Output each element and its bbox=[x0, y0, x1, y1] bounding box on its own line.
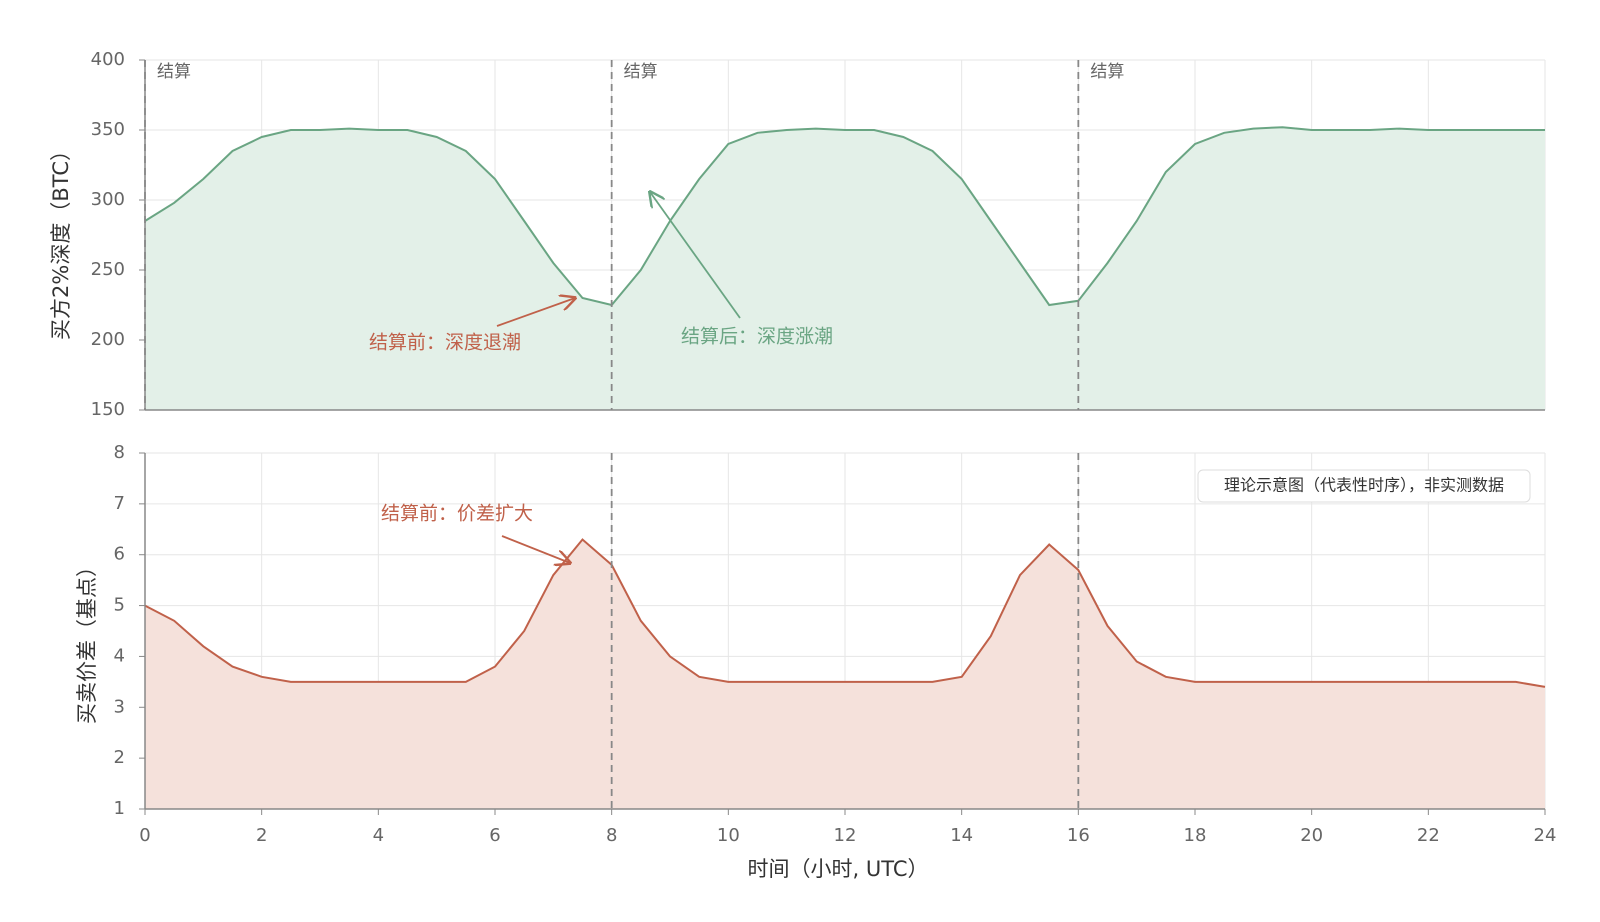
area bbox=[145, 127, 1545, 410]
x-tick-label: 8 bbox=[606, 825, 617, 846]
y-tick-label: 400 bbox=[91, 49, 125, 70]
x-tick-label: 10 bbox=[717, 825, 740, 846]
y-axis-label: 买方2%深度（BTC） bbox=[49, 140, 73, 340]
settlement-label: 结算 bbox=[157, 62, 191, 82]
y-tick-label: 300 bbox=[91, 189, 125, 210]
y-tick-label: 7 bbox=[114, 493, 125, 514]
area bbox=[145, 539, 1545, 809]
annotation-arrow bbox=[650, 192, 741, 319]
y-tick-label: 200 bbox=[91, 329, 125, 350]
y-tick-label: 6 bbox=[114, 544, 125, 565]
y-tick-label: 8 bbox=[114, 442, 125, 463]
x-tick-label: 16 bbox=[1067, 825, 1090, 846]
y-tick-label: 350 bbox=[91, 119, 125, 140]
x-tick-label: 20 bbox=[1300, 825, 1323, 846]
y-tick-label: 4 bbox=[114, 645, 125, 666]
annotation-arrow bbox=[501, 535, 570, 563]
settlement-label: 结算 bbox=[624, 62, 658, 82]
line bbox=[144, 126, 1545, 307]
x-tick-label: 4 bbox=[373, 825, 384, 846]
x-tick-label: 2 bbox=[256, 825, 267, 846]
x-tick-label: 24 bbox=[1534, 825, 1557, 846]
note-box bbox=[1197, 469, 1531, 503]
x-tick-label: 22 bbox=[1417, 825, 1440, 846]
x-tick-label: 14 bbox=[950, 825, 973, 846]
line bbox=[144, 538, 1546, 688]
y-tick-label: 5 bbox=[114, 595, 125, 616]
settlement-label: 结算 bbox=[1090, 62, 1124, 82]
y-tick-label: 3 bbox=[114, 696, 125, 717]
annotation: 结算后：深度涨潮 bbox=[681, 326, 833, 348]
x-tick-label: 12 bbox=[834, 825, 857, 846]
annotation: 结算前：价差扩大 bbox=[381, 503, 533, 525]
y-tick-label: 250 bbox=[91, 259, 125, 280]
annotation-arrow bbox=[496, 298, 575, 327]
x-axis-label: 时间（小时, UTC） bbox=[748, 857, 929, 881]
y-tick-label: 1 bbox=[114, 798, 125, 819]
y-tick-label: 150 bbox=[91, 399, 125, 420]
y-axis-label: 买卖价差（基点） bbox=[75, 556, 99, 724]
annotation: 结算前：深度退潮 bbox=[369, 332, 521, 354]
x-tick-label: 0 bbox=[139, 825, 150, 846]
y-tick-label: 2 bbox=[114, 747, 125, 768]
note: 理论示意图（代表性时序），非实测数据 bbox=[1224, 476, 1504, 495]
x-tick-label: 6 bbox=[489, 825, 500, 846]
x-tick-label: 18 bbox=[1184, 825, 1207, 846]
